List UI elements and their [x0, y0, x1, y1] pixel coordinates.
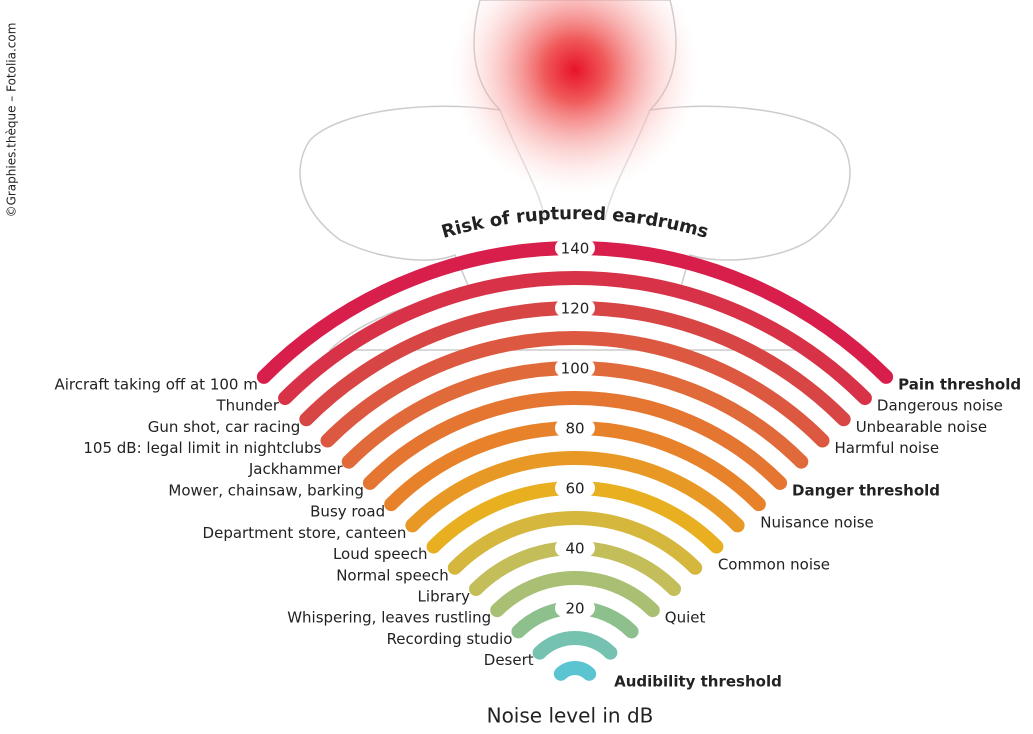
threshold-label: Dangerous noise [877, 397, 1003, 415]
source-label: Whispering, leaves rustling [287, 609, 491, 627]
infographic: ©Graphies.thèque – Fotolia.com Risk of r… [0, 0, 1033, 730]
scale-label: 40 [565, 540, 584, 558]
scale-label: 100 [561, 360, 590, 378]
source-label: Jackhammer [248, 460, 344, 478]
source-label: Recording studio [387, 630, 513, 648]
threshold-label: Audibility threshold [614, 672, 782, 690]
noise-arc [561, 668, 589, 674]
threshold-label: Quiet [665, 609, 706, 627]
scale-label: 20 [565, 600, 584, 618]
threshold-label: Unbearable noise [856, 418, 987, 436]
threshold-label: Nuisance noise [760, 513, 874, 531]
source-label: Loud speech [333, 545, 428, 563]
source-label: Library [418, 588, 471, 606]
scale-label: 140 [561, 240, 590, 258]
threshold-label: Pain threshold [898, 375, 1021, 393]
scale-label: 120 [561, 300, 590, 318]
source-label: Normal speech [336, 566, 449, 584]
source-label: 105 dB: legal limit in nightclubs [83, 439, 321, 457]
credit: ©Graphies.thèque – Fotolia.com [5, 23, 19, 218]
threshold-label: Harmful noise [834, 439, 939, 457]
scale-label: 60 [565, 480, 584, 498]
source-label: Department store, canteen [203, 524, 407, 542]
noise-arc [540, 638, 611, 653]
axis-label: Noise level in dB [487, 704, 654, 728]
source-label: Mower, chainsaw, barking [168, 481, 364, 499]
scale-label: 80 [565, 420, 584, 438]
threshold-label: Danger threshold [792, 481, 940, 499]
source-label: Gun shot, car racing [148, 418, 301, 436]
source-label: Busy road [310, 503, 385, 521]
threshold-label: Common noise [718, 556, 830, 574]
source-label: Desert [484, 651, 534, 669]
source-label: Thunder [215, 397, 279, 415]
source-label: Aircraft taking off at 100 m [54, 375, 257, 393]
